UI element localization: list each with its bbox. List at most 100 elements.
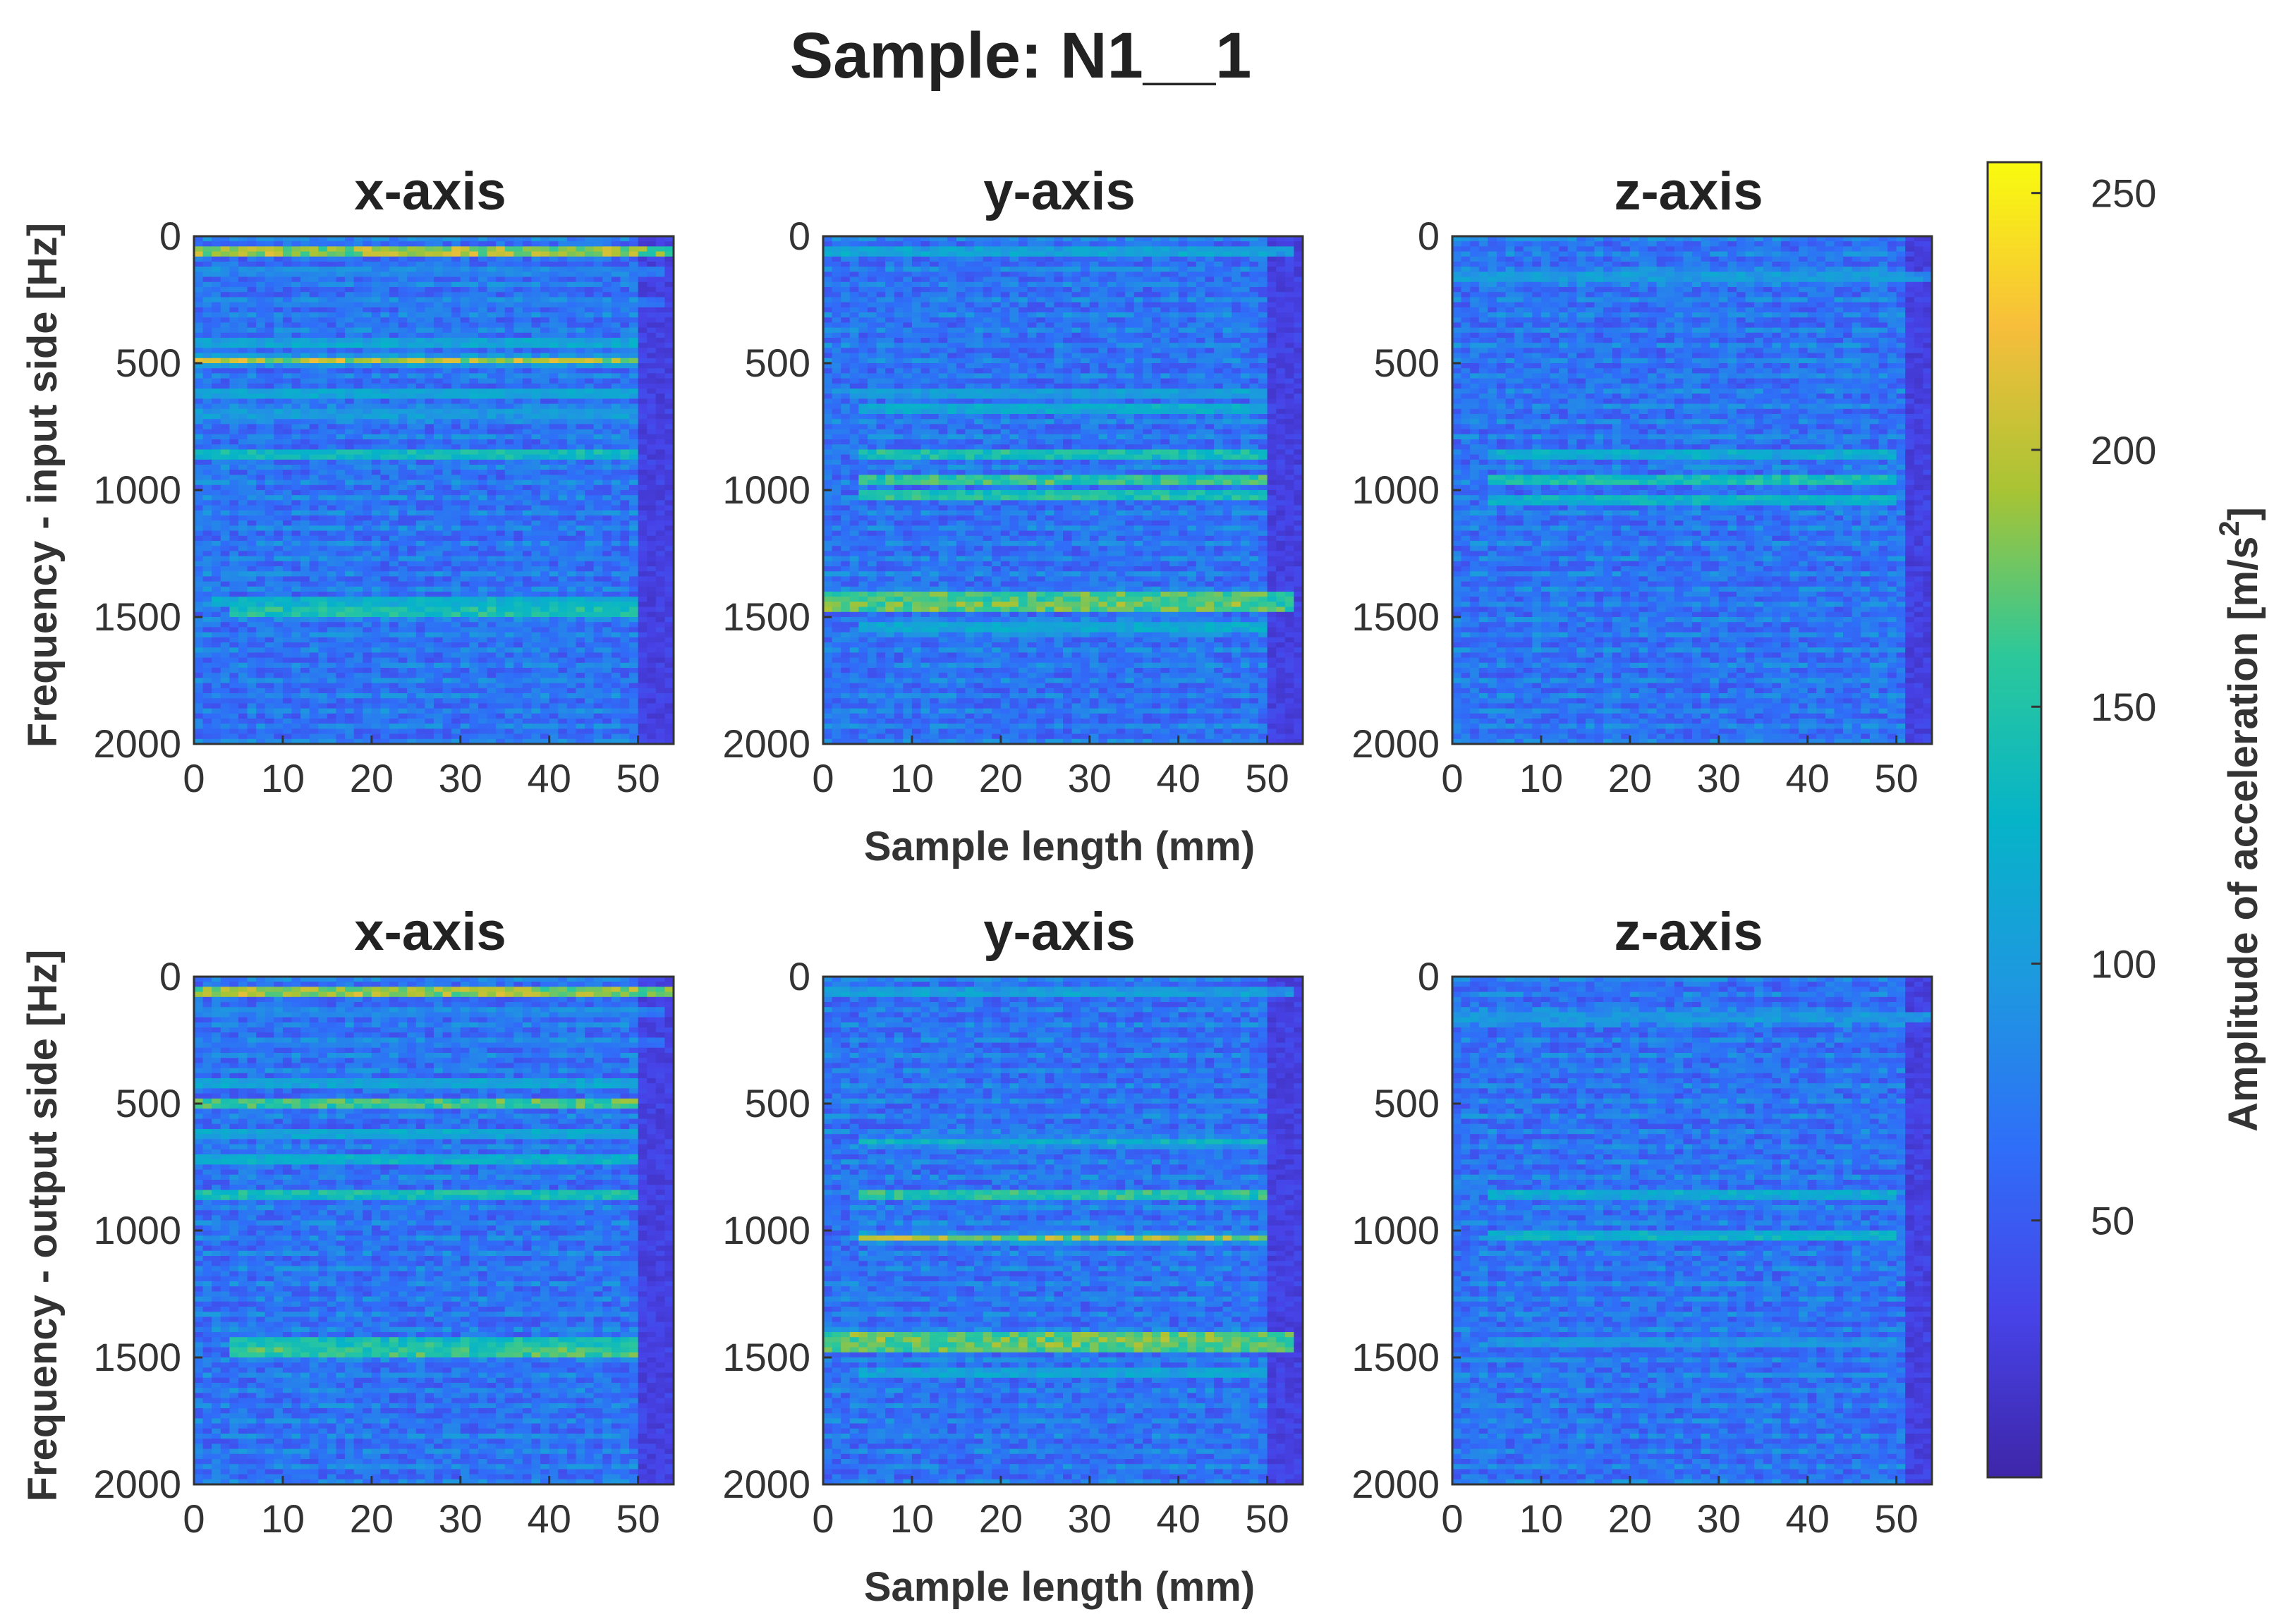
heatmap-cell [363,582,372,587]
heatmap-cell [256,449,265,455]
heatmap-cell [594,678,603,683]
heatmap-cell [523,663,532,668]
heatmap-cell [461,246,470,252]
heatmap-cell [425,658,434,664]
heatmap-cell [265,551,274,556]
heatmap-cell [629,312,638,318]
heatmap-cell [327,328,336,334]
heatmap-cell [496,551,505,556]
heatmap-cell [372,246,381,252]
heatmap-cell [336,262,345,267]
heatmap-cell [487,338,497,343]
heatmap-cell [656,465,665,470]
heatmap-cell [451,500,461,506]
heatmap-cell [238,241,248,247]
heatmap-cell [505,536,514,542]
heatmap-cell [416,328,425,334]
heatmap-cell [283,637,292,643]
heatmap-cell [451,658,461,664]
heatmap-cell [567,480,576,486]
heatmap-cell [203,414,212,420]
heatmap-cell [229,500,238,506]
heatmap-cell [469,637,478,643]
heatmap-cell [496,683,505,689]
heatmap-cell [212,333,221,338]
heatmap-cell [638,663,648,668]
heatmap-cell [656,678,665,683]
heatmap-cell [229,592,238,597]
heatmap-cell [540,470,549,475]
heatmap-cell [194,246,203,252]
heatmap-cell [310,627,319,633]
heatmap-cell [416,271,425,277]
heatmap-cell [212,455,221,460]
heatmap-cell [558,303,567,308]
heatmap-cell [416,500,425,506]
heatmap-cell [318,404,327,410]
heatmap-cell [523,271,532,277]
heatmap-cell [558,633,567,638]
heatmap-cell [567,693,576,699]
heatmap-cell [594,267,603,272]
heatmap-cell [318,246,327,252]
heatmap-cell [336,617,345,623]
heatmap-cell [221,592,230,597]
heatmap-cell [656,409,665,415]
heatmap-cell [461,439,470,445]
heatmap-cell [345,444,354,450]
heatmap-cell [248,363,257,369]
heatmap-cell [372,373,381,379]
heatmap-cell [540,439,549,445]
heatmap-cell [612,592,621,597]
heatmap-cell [300,607,310,613]
heatmap-cell [567,500,576,506]
heatmap-cell [602,480,612,486]
heatmap-cell [478,495,487,501]
heatmap-cell [602,566,612,572]
heatmap-cell [656,449,665,455]
heatmap-cell [212,506,221,511]
heatmap-cell [336,348,345,353]
heatmap-cell [585,490,594,496]
heatmap-cell [505,373,514,379]
heatmap-cell [434,292,443,298]
heatmap-cell [425,277,434,283]
heatmap-cell [265,571,274,577]
heatmap-cell [629,693,638,699]
heatmap-cell [265,292,274,298]
heatmap-cell [540,317,549,323]
heatmap-cell [487,257,497,262]
heatmap-cell [602,633,612,638]
heatmap-cell [300,353,310,359]
heatmap-cell [505,658,514,664]
heatmap-cell [540,688,549,694]
heatmap-cell [212,297,221,303]
heatmap-cell [194,511,203,516]
heatmap-cell [629,404,638,410]
heatmap-cell [292,444,301,450]
heatmap-cell [292,303,301,308]
heatmap-cell [265,475,274,480]
heatmap-cell [594,520,603,526]
heatmap-cell [505,475,514,480]
heatmap-cell [602,368,612,374]
heatmap-cell [594,277,603,283]
heatmap-cell [638,495,648,501]
heatmap-cell [461,455,470,460]
heatmap-cell [549,652,559,658]
heatmap-cell [336,317,345,323]
heatmap-cell [532,292,541,298]
heatmap-cell [513,612,523,618]
heatmap-cell [478,515,487,521]
heatmap-cell [416,658,425,664]
heatmap-cell [576,511,585,516]
heatmap-cell [567,475,576,480]
heatmap-cell [229,439,238,445]
heatmap-cell [416,465,425,470]
heatmap-cell [469,658,478,664]
heatmap-cell [629,490,638,496]
heatmap-cell [221,353,230,359]
heatmap-cell [585,465,594,470]
heatmap-cell [407,307,416,313]
heatmap-cell [451,556,461,562]
